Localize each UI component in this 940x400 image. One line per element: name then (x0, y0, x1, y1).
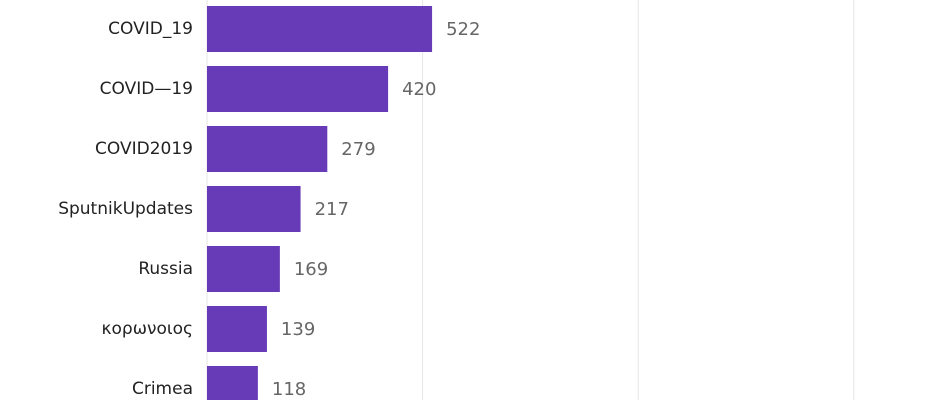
category-label: κορωνοιος (102, 319, 193, 339)
category-label: COVID_19 (108, 19, 193, 39)
category-label: Crimea (132, 379, 193, 399)
category-label: Russia (138, 259, 193, 279)
value-label: 118 (272, 379, 306, 400)
category-label: COVID2019 (95, 139, 193, 159)
category-label: COVID—19 (100, 79, 193, 99)
bar (207, 66, 389, 112)
bar (207, 6, 433, 52)
value-label: 522 (446, 19, 480, 40)
value-label: 169 (294, 259, 328, 280)
bar (207, 306, 267, 352)
value-label: 139 (281, 319, 315, 340)
bar (207, 366, 258, 400)
bar (207, 126, 328, 172)
value-label: 279 (341, 139, 375, 160)
value-label: 420 (402, 79, 436, 100)
bar (207, 186, 301, 232)
category-label: SputnikUpdates (58, 199, 193, 219)
value-label: 217 (315, 199, 349, 220)
bar (207, 246, 280, 292)
